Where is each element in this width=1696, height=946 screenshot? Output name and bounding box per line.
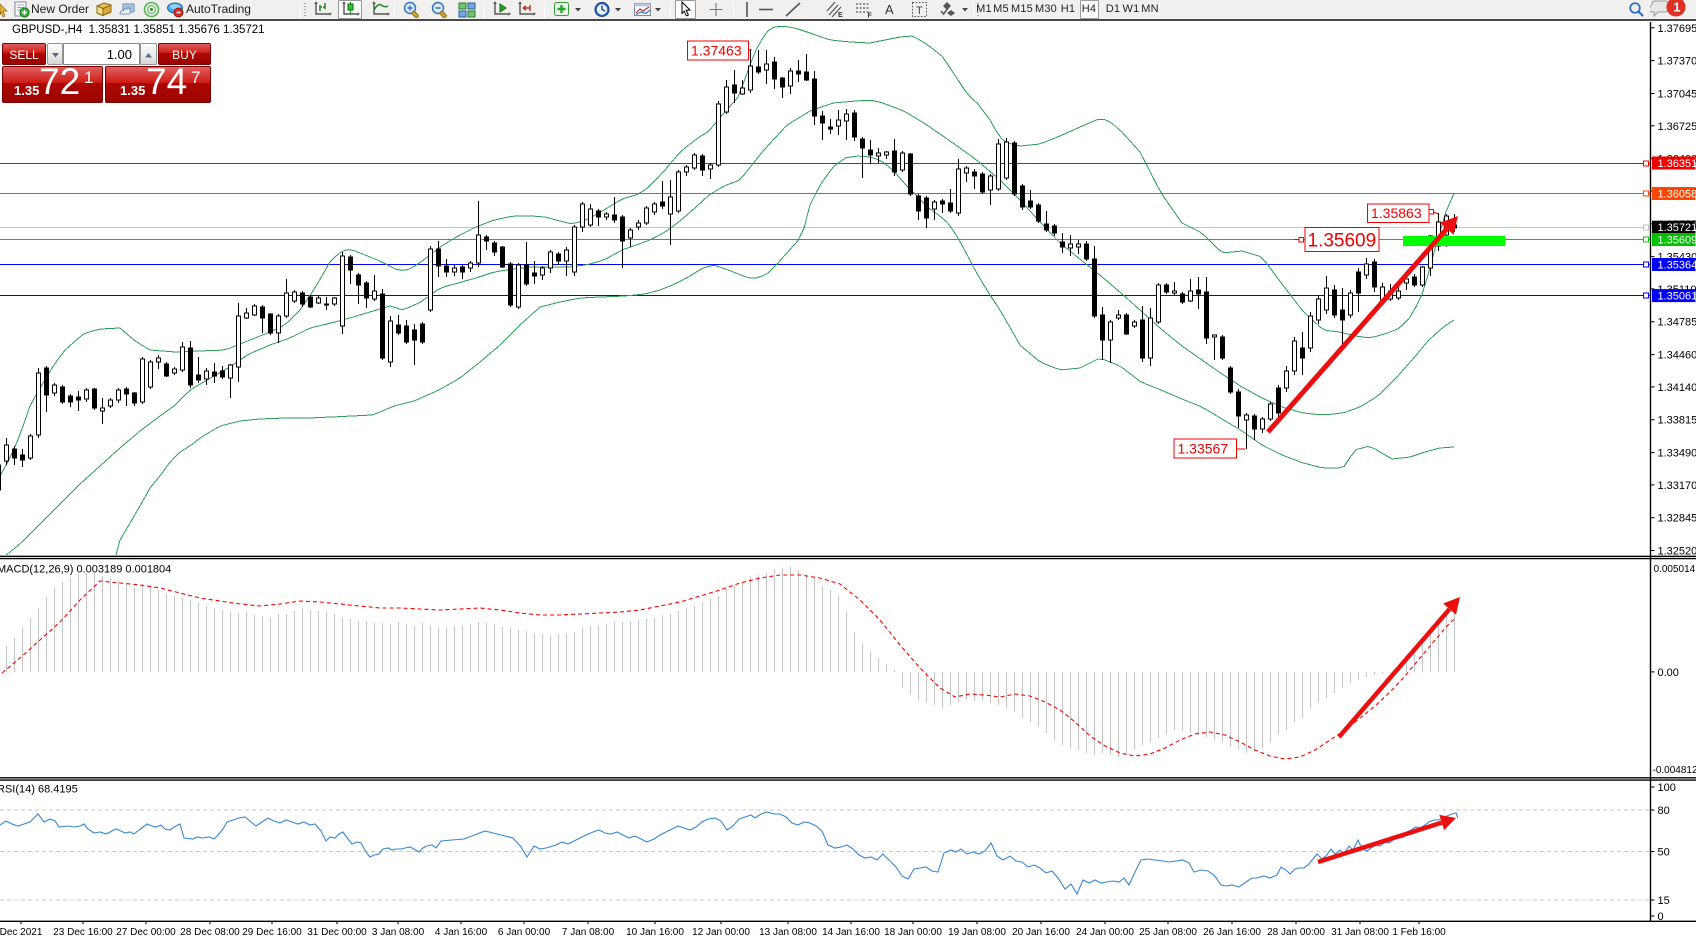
svg-text:24 Jan 00:00: 24 Jan 00:00: [1076, 927, 1134, 938]
svg-text:1.36725: 1.36725: [1658, 121, 1696, 133]
svg-text:19 Jan 08:00: 19 Jan 08:00: [948, 927, 1006, 938]
svg-text:25 Jan 08:00: 25 Jan 08:00: [1139, 927, 1197, 938]
svg-text:E: E: [838, 12, 843, 18]
svg-text:31 Dec 00:00: 31 Dec 00:00: [307, 927, 367, 938]
svg-text:1.35609: 1.35609: [1658, 235, 1696, 247]
svg-text:28 Jan 00:00: 28 Jan 00:00: [1267, 927, 1325, 938]
svg-text:50: 50: [1658, 847, 1670, 859]
svg-text:15: 15: [1658, 895, 1670, 907]
svg-text:31 Jan 08:00: 31 Jan 08:00: [1331, 927, 1389, 938]
svg-text:RSI(14) 68.4195: RSI(14) 68.4195: [0, 784, 78, 796]
svg-text:18 Jan 00:00: 18 Jan 00:00: [884, 927, 942, 938]
svg-text:26 Jan 16:00: 26 Jan 16:00: [1203, 927, 1261, 938]
svg-text:1.32845: 1.32845: [1658, 513, 1696, 525]
svg-text:14 Jan 16:00: 14 Jan 16:00: [822, 927, 880, 938]
svg-text:1.35863: 1.35863: [1371, 205, 1422, 221]
svg-text:20 Jan 16:00: 20 Jan 16:00: [1012, 927, 1070, 938]
svg-text:1.33815: 1.33815: [1658, 415, 1696, 427]
svg-text:1.33567: 1.33567: [1178, 441, 1229, 457]
svg-text:23 Dec 16:00: 23 Dec 16:00: [53, 927, 113, 938]
svg-text:0.00: 0.00: [1658, 667, 1679, 679]
svg-text:1: 1: [1673, 0, 1680, 15]
svg-text:1.34785: 1.34785: [1658, 317, 1696, 329]
svg-text:1 Feb 16:00: 1 Feb 16:00: [1392, 927, 1446, 938]
svg-text:1.37370: 1.37370: [1658, 56, 1696, 68]
svg-text:100: 100: [1658, 782, 1676, 794]
svg-text:F: F: [868, 13, 873, 19]
svg-text:MACD(12,26,9) 0.003189 0.00180: MACD(12,26,9) 0.003189 0.001804: [0, 564, 171, 576]
svg-text:1.35609: 1.35609: [1308, 231, 1377, 252]
svg-text:1.35721: 1.35721: [1658, 222, 1696, 234]
svg-text:T: T: [916, 5, 923, 17]
svg-text:1.36058: 1.36058: [1658, 189, 1696, 201]
svg-text:1.37463: 1.37463: [691, 43, 742, 59]
svg-text:28 Dec 08:00: 28 Dec 08:00: [180, 927, 240, 938]
svg-text:6 Jan 00:00: 6 Jan 00:00: [498, 927, 551, 938]
svg-text:1.34460: 1.34460: [1658, 350, 1696, 362]
svg-text:0: 0: [1658, 911, 1664, 923]
svg-text:29 Dec 16:00: 29 Dec 16:00: [242, 927, 302, 938]
svg-text:80: 80: [1658, 805, 1670, 817]
svg-text:0.005014: 0.005014: [1654, 564, 1696, 575]
svg-text:1.33490: 1.33490: [1658, 448, 1696, 460]
svg-text:GBPUSD-,H4 1.35831 1.35851 1.: GBPUSD-,H4 1.35831 1.35851 1.35676 1.357…: [12, 24, 265, 36]
svg-text:-0.004812: -0.004812: [1653, 765, 1696, 776]
svg-text:1.37045: 1.37045: [1658, 89, 1696, 101]
svg-text:1.33170: 1.33170: [1658, 480, 1696, 492]
svg-text:12 Jan 00:00: 12 Jan 00:00: [692, 927, 750, 938]
svg-text:1.34140: 1.34140: [1658, 382, 1696, 394]
svg-text:1.35061: 1.35061: [1658, 291, 1696, 303]
svg-text:4 Jan 16:00: 4 Jan 16:00: [435, 927, 488, 938]
svg-text:Dec 2021: Dec 2021: [0, 927, 43, 938]
svg-text:10 Jan 16:00: 10 Jan 16:00: [626, 927, 684, 938]
svg-text:27 Dec 00:00: 27 Dec 00:00: [116, 927, 176, 938]
svg-text:1.36351: 1.36351: [1658, 158, 1696, 170]
svg-text:13 Jan 08:00: 13 Jan 08:00: [759, 927, 817, 938]
svg-text:1.35364: 1.35364: [1658, 260, 1696, 272]
svg-text:3 Jan 08:00: 3 Jan 08:00: [372, 927, 425, 938]
svg-text:7 Jan 08:00: 7 Jan 08:00: [562, 927, 615, 938]
svg-text:1.37695: 1.37695: [1658, 23, 1696, 35]
